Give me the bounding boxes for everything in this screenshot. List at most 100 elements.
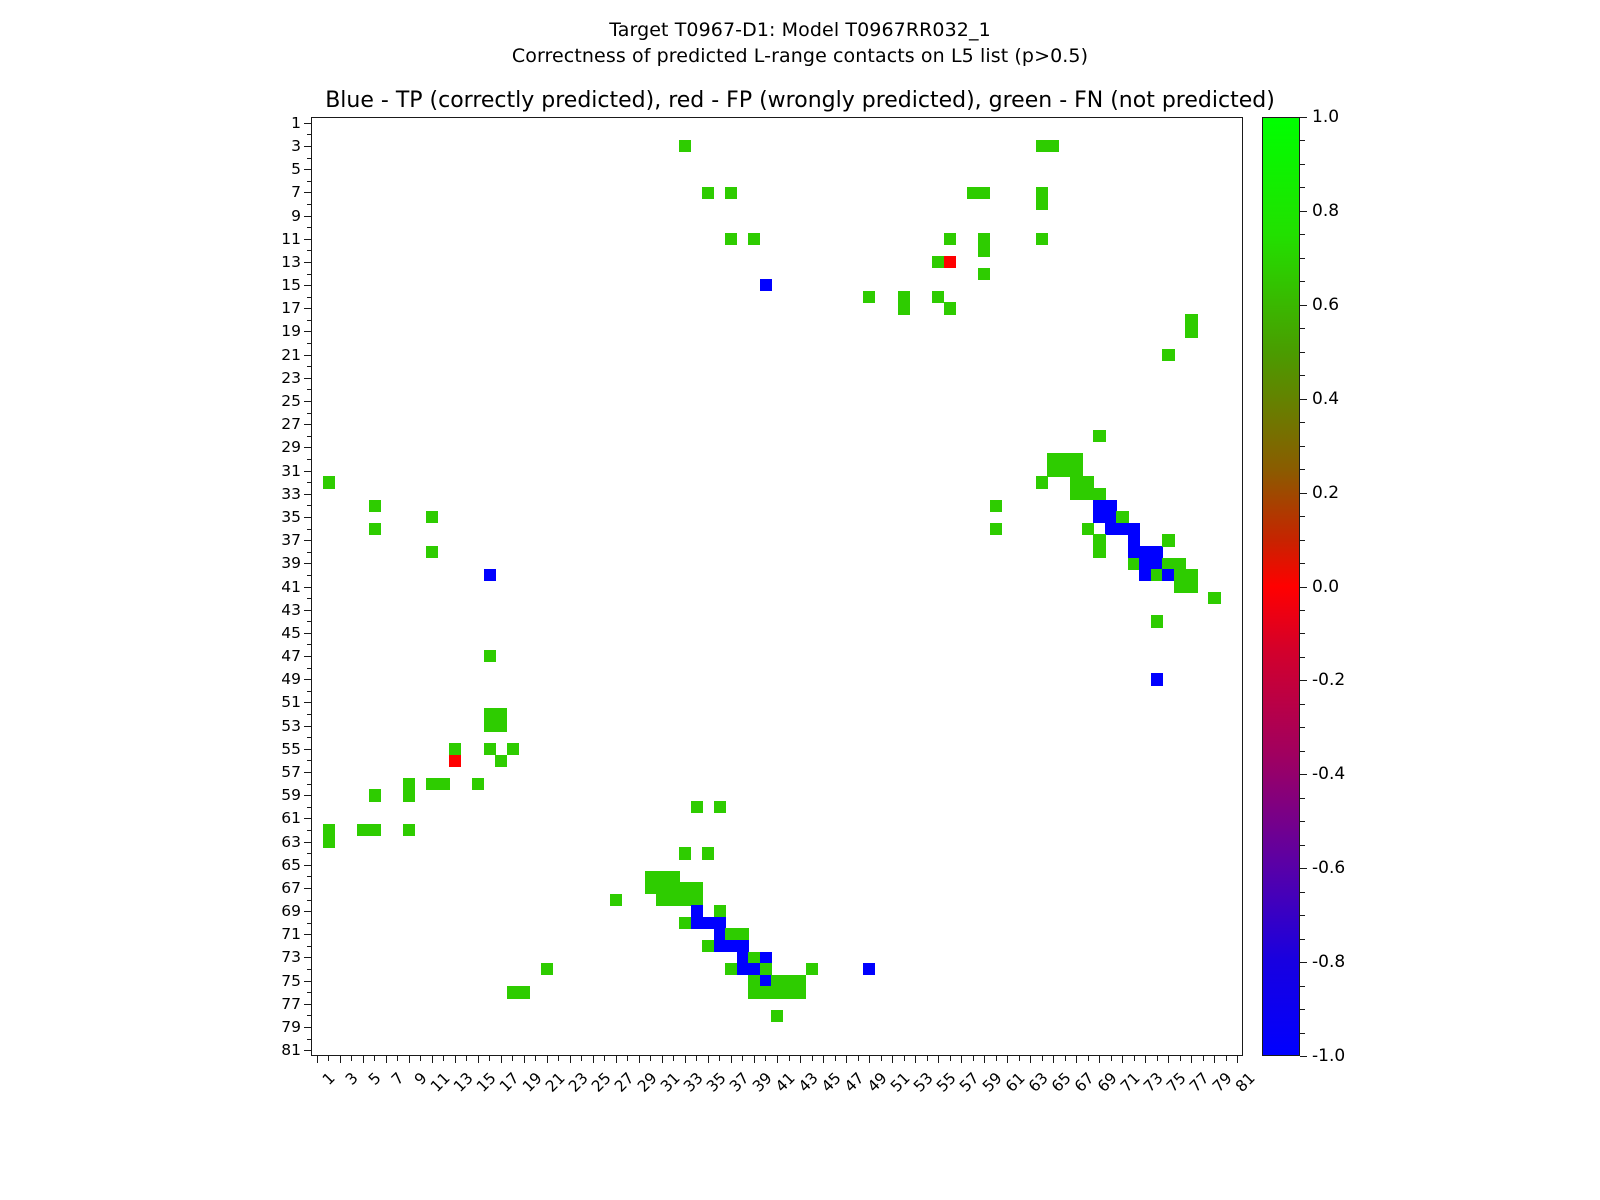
heatmap-cell	[1150, 545, 1164, 559]
heatmap-cell	[667, 882, 680, 895]
x-axis-minor-tick	[765, 1056, 767, 1061]
y-axis-minor-tick	[306, 644, 311, 646]
heatmap-cell	[1093, 499, 1106, 512]
heatmap-cell	[644, 882, 657, 895]
legend-description: Blue - TP (correctly predicted), red - F…	[325, 88, 1275, 113]
x-axis-minor-tick	[1179, 1056, 1181, 1061]
heatmap-cell	[322, 476, 335, 489]
y-axis-tick	[304, 493, 311, 495]
heatmap-cell	[690, 893, 703, 906]
x-axis-minor-tick	[374, 1056, 376, 1061]
y-axis-tick-label: 77	[281, 994, 301, 1013]
heatmap-cell	[1093, 511, 1106, 524]
y-axis-minor-tick	[306, 1015, 311, 1017]
heatmap-cell	[794, 974, 807, 988]
heatmap-cell	[702, 847, 715, 860]
heatmap-cell	[978, 244, 991, 257]
colorbar-tick	[1300, 680, 1307, 682]
heatmap-cell	[1070, 453, 1083, 466]
heatmap-cell	[759, 279, 772, 292]
heatmap-cell	[1162, 534, 1175, 547]
heatmap-cell	[702, 916, 715, 930]
x-axis-tick	[984, 1056, 986, 1063]
heatmap-cell	[748, 974, 761, 988]
colorbar-tick-label: -0.2	[1312, 670, 1346, 691]
y-axis-minor-tick	[306, 876, 311, 878]
y-axis-tick	[304, 586, 311, 588]
heatmap-cell	[978, 186, 991, 199]
x-axis-minor-tick	[972, 1056, 974, 1061]
y-axis-minor-tick	[306, 458, 311, 460]
heatmap-cell	[771, 974, 784, 988]
heatmap-cell	[1139, 569, 1152, 582]
heatmap-cell	[483, 743, 496, 756]
x-axis-tick-label: 3	[341, 1069, 362, 1089]
x-axis-tick	[385, 1056, 387, 1063]
colorbar-minor-tick	[1300, 234, 1305, 236]
colorbar-minor-tick	[1300, 375, 1305, 377]
x-axis-tick	[615, 1056, 617, 1063]
heatmap-cell	[1150, 673, 1164, 686]
y-axis-minor-tick	[306, 366, 311, 368]
heatmap-cell	[1127, 534, 1141, 547]
heatmap-cell	[483, 569, 496, 582]
heatmap-cell	[725, 963, 738, 976]
heatmap-cell	[1047, 140, 1060, 153]
y-axis-tick	[304, 771, 311, 773]
heatmap-cell	[748, 986, 761, 999]
heatmap-cell	[1116, 522, 1129, 535]
x-axis-minor-tick	[1225, 1056, 1227, 1061]
heatmap-cell	[1035, 140, 1048, 153]
heatmap-cell	[1035, 198, 1048, 211]
heatmap-cell	[518, 986, 531, 999]
heatmap-cell	[1162, 557, 1175, 570]
y-axis-tick-label: 57	[281, 762, 301, 781]
colorbar-minor-tick	[1300, 656, 1305, 658]
y-axis-tick-label: 17	[281, 299, 301, 318]
x-axis-tick	[1099, 1056, 1101, 1063]
y-axis-tick	[304, 934, 311, 936]
heatmap-cell	[782, 974, 795, 988]
contact-map-plot: 1 3 5 7 9 11 13 15 17 19 21 23 25 27 29 31 33 35 37 39 41 43 4…	[281, 114, 1259, 1096]
heatmap-cell	[794, 986, 807, 999]
heatmap-cell	[943, 256, 956, 269]
y-axis-tick	[304, 656, 311, 658]
x-axis-tick	[1007, 1056, 1009, 1063]
y-axis-tick-label: 45	[281, 623, 301, 642]
heatmap-cell	[1104, 522, 1118, 535]
heatmap-cell	[748, 951, 761, 964]
heatmap-cell	[679, 140, 692, 153]
y-axis-tick	[304, 169, 311, 171]
x-axis-tick	[846, 1056, 848, 1063]
x-axis-minor-tick	[1133, 1056, 1135, 1061]
y-axis-tick	[304, 424, 311, 426]
colorbar-tick	[1300, 774, 1307, 776]
x-axis-tick	[1076, 1056, 1078, 1063]
y-axis-tick-label: 13	[281, 252, 301, 271]
heatmap-cell	[736, 951, 749, 964]
y-axis-minor-tick	[306, 157, 311, 159]
heatmap-cell	[483, 650, 496, 663]
colorbar-minor-tick	[1300, 281, 1305, 283]
y-axis-tick-label: 39	[281, 554, 301, 573]
x-axis-minor-tick	[489, 1056, 491, 1061]
x-axis-tick	[500, 1056, 502, 1063]
heatmap-cell	[679, 882, 692, 895]
y-axis-tick	[304, 238, 311, 240]
heatmap-cell	[759, 974, 772, 988]
x-axis-minor-tick	[857, 1056, 859, 1061]
y-axis-tick-label: 19	[281, 322, 301, 341]
y-axis-minor-tick	[306, 412, 311, 414]
heatmap-cell	[368, 522, 381, 535]
y-axis-tick	[304, 887, 311, 889]
x-axis-minor-tick	[1018, 1056, 1020, 1061]
heatmap-cell	[713, 916, 726, 930]
x-axis-minor-tick	[742, 1056, 744, 1061]
heatmap-cell	[932, 290, 945, 304]
title-block: Target T0967-D1: Model T0967RR032_1 Corr…	[0, 18, 1600, 69]
y-axis-minor-tick	[306, 343, 311, 345]
colorbar-minor-tick	[1300, 821, 1305, 823]
colorbar-tick-label: -1.0	[1312, 1046, 1346, 1066]
colorbar-tick-label: -0.4	[1312, 764, 1346, 785]
heatmap-cell	[748, 232, 761, 246]
